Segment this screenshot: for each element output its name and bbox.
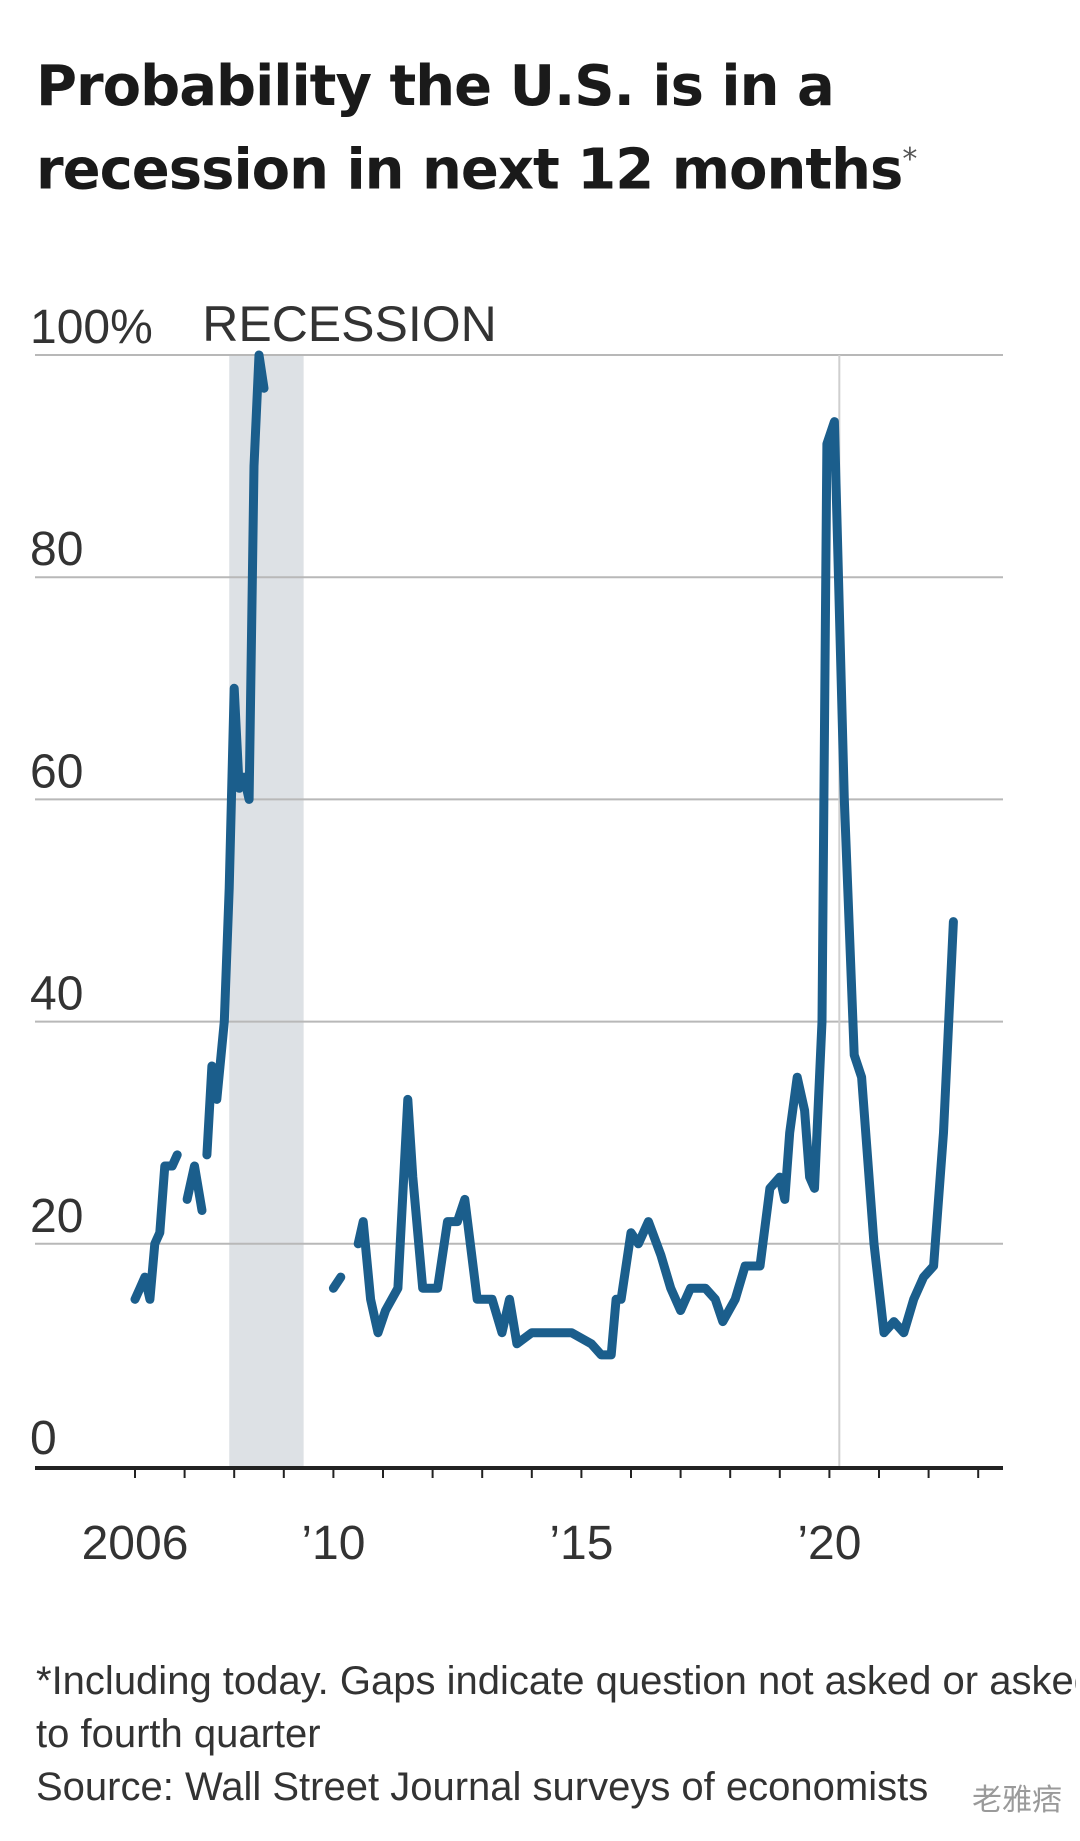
series-line-segment-0 <box>130 1150 182 1304</box>
recession-shading <box>229 355 304 1466</box>
x-tick-label-2010: ’10 <box>301 1517 365 1570</box>
footnote-line-2: to fourth quarter <box>36 1712 321 1756</box>
watermark: 老雅痞 <box>972 1783 1062 1818</box>
series-line-segment-3 <box>328 1272 346 1293</box>
recession-label: RECESSION <box>202 296 497 352</box>
chart-title: Probability the U.S. is in a recession i… <box>36 50 1036 207</box>
y-tick-label-60: 60 <box>30 745 83 798</box>
source-note: Source: Wall Street Journal surveys of e… <box>36 1765 929 1809</box>
y-tick-label-100: 100% <box>30 301 153 354</box>
title-footnote-marker: * <box>902 142 917 177</box>
y-tick-label-40: 40 <box>30 968 83 1021</box>
y-tick-label-80: 80 <box>30 523 83 576</box>
series-line-segment-2 <box>202 350 269 1160</box>
y-tick-label-0: 0 <box>30 1412 57 1465</box>
series-line-segment-4 <box>353 417 958 1360</box>
recession-probability-chart: RECESSION 0 20 40 60 80 100% 2006 ’10 ’15 ’20 <box>30 296 1003 1570</box>
footnote-line-1: *Including today. Gaps indicate question… <box>36 1659 1076 1703</box>
footnote: *Including today. Gaps indicate question… <box>36 1655 1076 1814</box>
x-tick-label-2006: 2006 <box>82 1517 189 1570</box>
chart-title-text: Probability the U.S. is in a recession i… <box>36 54 903 203</box>
y-tick-label-20: 20 <box>30 1190 83 1243</box>
x-tick-label-2020: ’20 <box>797 1517 861 1570</box>
x-tick-label-2015: ’15 <box>549 1517 613 1570</box>
series-line-segment-1 <box>182 1161 207 1215</box>
